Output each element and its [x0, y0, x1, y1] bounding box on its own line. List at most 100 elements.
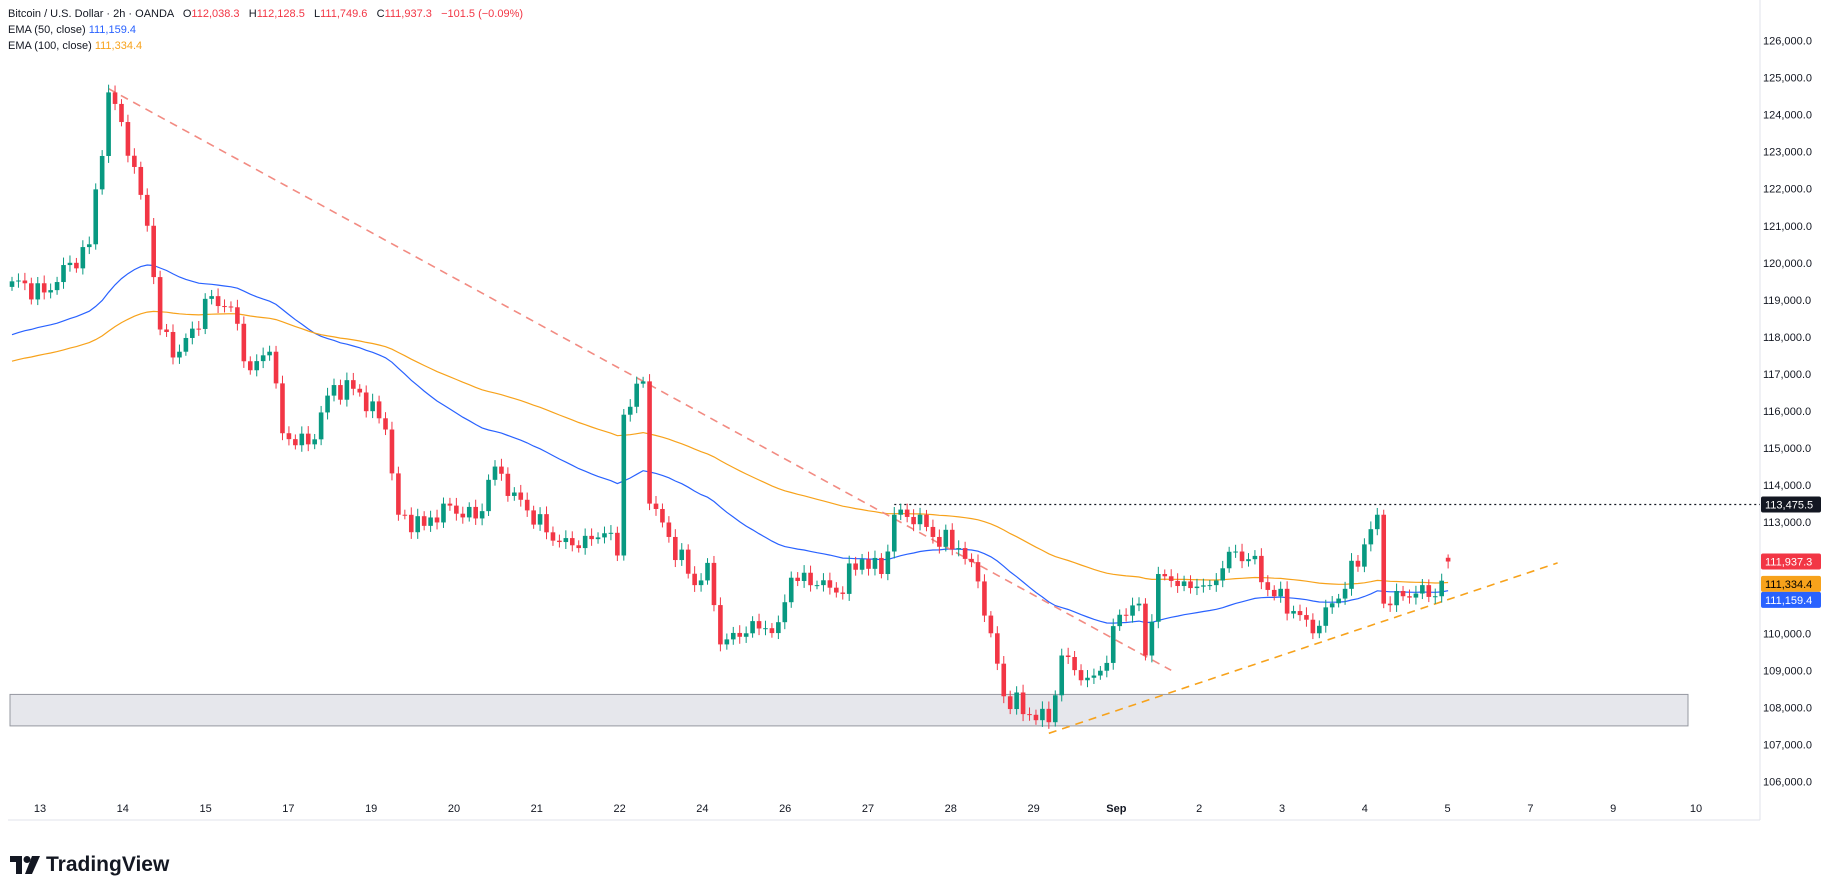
candle	[995, 626, 1000, 671]
ema100-row[interactable]: EMA (100, close) 111,334.4	[8, 38, 523, 54]
candle-body	[1110, 626, 1116, 663]
candle	[215, 288, 221, 314]
price-label-text: 111,937.3	[1765, 557, 1812, 569]
candle-body	[447, 503, 453, 506]
candle	[563, 530, 569, 550]
candle-body	[260, 355, 266, 362]
candle	[1304, 607, 1309, 627]
tradingview-brand[interactable]: TradingView	[10, 853, 169, 877]
candle-body	[1413, 593, 1419, 598]
candle-body	[499, 466, 504, 474]
candle-body	[1014, 692, 1019, 710]
candle-body	[750, 621, 755, 634]
candle	[827, 572, 833, 595]
candle-body	[383, 418, 388, 430]
candle-body	[1123, 614, 1129, 616]
y-tick-label: 106,000.0	[1763, 776, 1812, 788]
candle-body	[144, 194, 150, 226]
candle-body	[859, 559, 865, 570]
candle	[363, 385, 369, 418]
candle-body	[808, 572, 813, 586]
candle-body	[956, 548, 961, 550]
candle-body	[35, 283, 41, 300]
candle	[1072, 650, 1077, 676]
candle	[293, 434, 298, 450]
x-tick-label: 15	[199, 803, 211, 815]
candle	[711, 555, 717, 612]
candle	[1156, 566, 1161, 629]
candle	[1123, 608, 1129, 622]
candle	[151, 217, 156, 285]
candle	[1168, 569, 1174, 588]
candle	[280, 375, 285, 441]
candle	[267, 345, 272, 361]
candle	[273, 345, 279, 389]
candle	[569, 531, 575, 552]
candle-body	[1162, 574, 1168, 577]
candle	[1426, 579, 1432, 603]
candle-body	[1400, 590, 1406, 597]
candle-body	[930, 526, 936, 537]
candle-body	[1439, 580, 1444, 597]
candle-body	[67, 262, 73, 266]
candle-body	[582, 535, 588, 549]
candle-body	[16, 280, 21, 282]
candle	[1130, 597, 1135, 623]
candle	[454, 497, 459, 521]
candle-body	[1297, 611, 1303, 616]
candle-body	[537, 514, 543, 525]
candle-body	[1304, 615, 1309, 620]
candle-body	[1149, 621, 1155, 656]
ema50-row[interactable]: EMA (50, close) 111,159.4	[8, 22, 523, 38]
candle-body	[1329, 603, 1335, 608]
symbol-title[interactable]: Bitcoin / U.S. Dollar · 2h · OANDA	[8, 8, 174, 20]
candle	[196, 320, 202, 336]
candle	[1445, 554, 1451, 569]
candle-body	[312, 439, 317, 445]
candle-body	[866, 559, 871, 569]
candle	[1432, 588, 1438, 604]
candle	[866, 551, 871, 576]
candle	[1284, 581, 1290, 621]
candle-body	[273, 351, 279, 384]
candle	[1014, 686, 1019, 715]
candle-body	[879, 557, 884, 575]
candle	[1059, 648, 1065, 702]
candle	[1362, 538, 1367, 573]
candle-body	[1033, 714, 1039, 721]
candle	[241, 316, 247, 368]
candle	[808, 565, 813, 592]
candle-body	[982, 581, 987, 616]
x-tick-label: 29	[1027, 803, 1039, 815]
candle-body	[1323, 607, 1329, 626]
candle	[1201, 578, 1206, 593]
time-axis[interactable]: 13 14 15 17 19 20 21 22 24 26 27 28 29 Sep 2 3 4 5 7 9 10	[34, 803, 1702, 815]
candle-body	[1381, 514, 1387, 604]
candle-body	[428, 517, 433, 526]
candle-body	[827, 580, 833, 588]
candle-body	[338, 385, 343, 400]
candle-body	[305, 433, 311, 445]
candle	[1349, 553, 1354, 596]
price-label: 111,159.4	[1761, 591, 1821, 608]
candle	[1085, 670, 1090, 688]
ema-layer	[11, 264, 1449, 624]
candle	[86, 236, 92, 255]
x-tick-label: 13	[34, 803, 46, 815]
candle-body	[512, 492, 517, 496]
candle-body	[48, 290, 53, 293]
candle-body	[396, 473, 401, 515]
candle-body	[550, 532, 556, 541]
price-axis[interactable]: 126,000.0 125,000.0 124,000.0 123,000.0 122,…	[1763, 36, 1812, 789]
candle	[949, 523, 955, 556]
candle-body	[975, 562, 981, 582]
low-label: L	[314, 8, 321, 20]
candle	[885, 544, 891, 581]
candle-body	[776, 622, 781, 634]
candle	[125, 114, 131, 163]
candle	[1407, 589, 1412, 604]
candle-body	[1432, 596, 1438, 598]
candle	[190, 321, 195, 345]
candle-body	[1407, 596, 1412, 598]
